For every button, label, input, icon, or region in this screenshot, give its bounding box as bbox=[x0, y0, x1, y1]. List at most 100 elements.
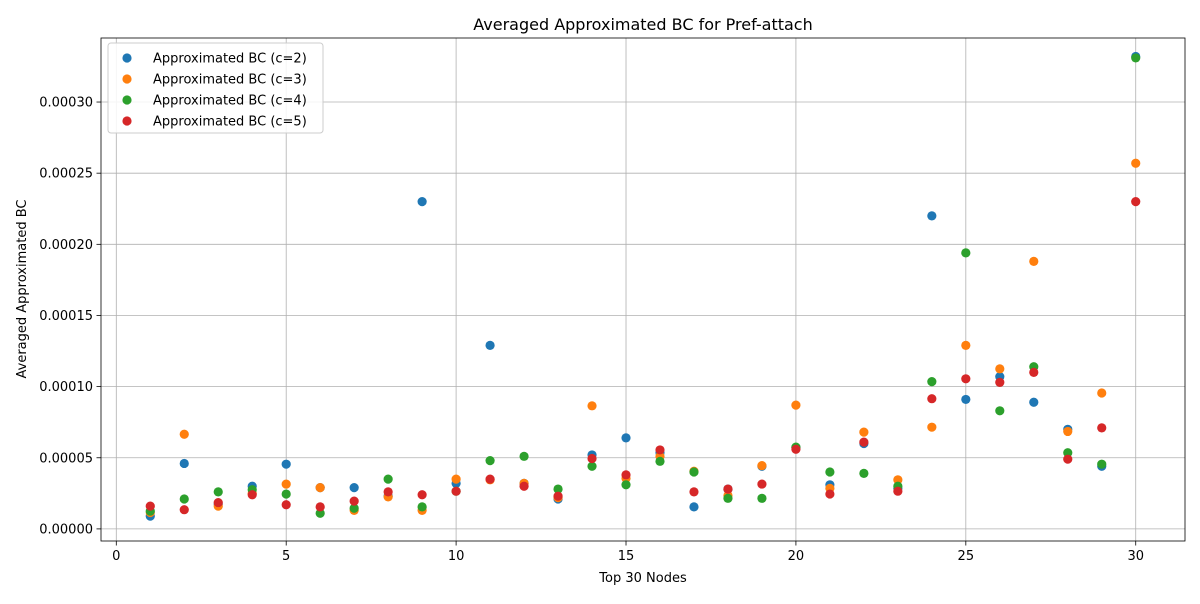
data-point bbox=[621, 480, 631, 490]
data-point bbox=[179, 494, 189, 504]
data-point bbox=[995, 377, 1005, 387]
legend-box bbox=[107, 42, 324, 134]
data-point bbox=[1063, 448, 1073, 458]
data-point bbox=[961, 340, 971, 350]
data-point bbox=[315, 508, 325, 518]
data-points bbox=[145, 51, 1141, 521]
data-point bbox=[315, 483, 325, 493]
data-point bbox=[417, 197, 427, 207]
x-tick-label: 10 bbox=[448, 549, 465, 564]
y-axis-title: Averaged Approximated BC bbox=[15, 200, 30, 379]
y-tick-label: 0.00030 bbox=[39, 96, 93, 111]
x-axis-title: Top 30 Nodes bbox=[598, 571, 687, 586]
data-point bbox=[961, 374, 971, 384]
y-tick-label: 0.00010 bbox=[39, 380, 93, 395]
data-point bbox=[485, 340, 495, 350]
data-point bbox=[451, 486, 461, 496]
data-point bbox=[621, 470, 631, 480]
plot-frame bbox=[100, 37, 1186, 542]
data-point bbox=[587, 461, 597, 471]
data-point bbox=[179, 429, 189, 439]
data-point bbox=[281, 500, 291, 510]
axes: 0 5 10 15 20 25 30 0.00000 0.00005 0.00010 0.00015… bbox=[39, 37, 1186, 564]
data-point bbox=[757, 479, 767, 489]
data-point bbox=[995, 364, 1005, 374]
series-4 bbox=[145, 197, 1141, 515]
data-point bbox=[927, 377, 937, 387]
legend-label: Approximated BC (c=4) bbox=[153, 94, 307, 109]
data-point bbox=[1029, 397, 1039, 407]
data-point bbox=[927, 211, 937, 221]
data-point bbox=[927, 394, 937, 404]
y-tick-label: 0.00020 bbox=[39, 238, 93, 253]
data-point bbox=[417, 490, 427, 500]
data-point bbox=[927, 422, 937, 432]
data-point bbox=[281, 459, 291, 469]
data-point bbox=[1029, 256, 1039, 266]
x-tick-label: 30 bbox=[1127, 549, 1144, 564]
data-point bbox=[451, 474, 461, 484]
grid bbox=[101, 38, 1185, 541]
data-point bbox=[519, 481, 529, 491]
data-point bbox=[689, 467, 699, 477]
data-point bbox=[349, 503, 359, 513]
data-point bbox=[485, 456, 495, 466]
data-point bbox=[315, 502, 325, 512]
y-tick-label: 0.00000 bbox=[39, 522, 93, 537]
data-point bbox=[1097, 388, 1107, 398]
data-point bbox=[247, 490, 257, 500]
data-point bbox=[723, 484, 733, 494]
x-tick-label: 0 bbox=[112, 549, 120, 564]
data-point bbox=[179, 505, 189, 515]
data-point bbox=[1097, 423, 1107, 433]
data-point bbox=[893, 475, 903, 485]
data-point bbox=[791, 444, 801, 454]
legend: Approximated BC (c=2) Approximated BC (c=… bbox=[107, 42, 324, 134]
data-point bbox=[961, 394, 971, 405]
data-point bbox=[1097, 459, 1107, 469]
data-point bbox=[723, 493, 733, 503]
x-tick-label: 20 bbox=[788, 549, 805, 564]
data-point bbox=[825, 467, 835, 477]
legend-marker bbox=[122, 53, 132, 63]
series-2 bbox=[145, 158, 1141, 518]
data-point bbox=[621, 433, 631, 443]
data-point bbox=[383, 474, 393, 484]
x-tick-label: 25 bbox=[958, 549, 975, 564]
data-point bbox=[383, 487, 393, 497]
x-tick-label: 5 bbox=[282, 549, 290, 564]
data-point bbox=[1029, 367, 1039, 377]
data-point bbox=[587, 401, 597, 411]
data-point bbox=[893, 486, 903, 496]
y-tick-label: 0.00015 bbox=[39, 309, 93, 324]
y-tick-label: 0.00005 bbox=[39, 451, 93, 466]
data-point bbox=[1131, 158, 1141, 168]
data-point bbox=[689, 487, 699, 497]
data-point bbox=[655, 445, 665, 455]
data-point bbox=[349, 496, 359, 506]
data-point bbox=[485, 474, 495, 484]
data-point bbox=[281, 489, 291, 499]
data-point bbox=[961, 248, 971, 258]
data-point bbox=[859, 468, 869, 479]
series-3 bbox=[145, 53, 1141, 518]
data-point bbox=[1063, 426, 1073, 437]
legend-marker bbox=[122, 95, 132, 105]
data-point bbox=[825, 489, 835, 499]
x-tick-label: 15 bbox=[618, 549, 635, 564]
data-point bbox=[417, 502, 427, 512]
data-point bbox=[995, 406, 1005, 416]
data-point bbox=[1131, 53, 1141, 63]
data-point bbox=[145, 501, 155, 511]
data-point bbox=[213, 497, 223, 508]
data-point bbox=[349, 483, 359, 493]
legend-marker bbox=[122, 116, 132, 126]
data-point bbox=[553, 484, 563, 494]
data-point bbox=[179, 458, 189, 469]
data-point bbox=[655, 456, 665, 466]
data-point bbox=[757, 493, 767, 503]
legend-label: Approximated BC (c=3) bbox=[153, 73, 307, 88]
data-point bbox=[1063, 454, 1073, 464]
